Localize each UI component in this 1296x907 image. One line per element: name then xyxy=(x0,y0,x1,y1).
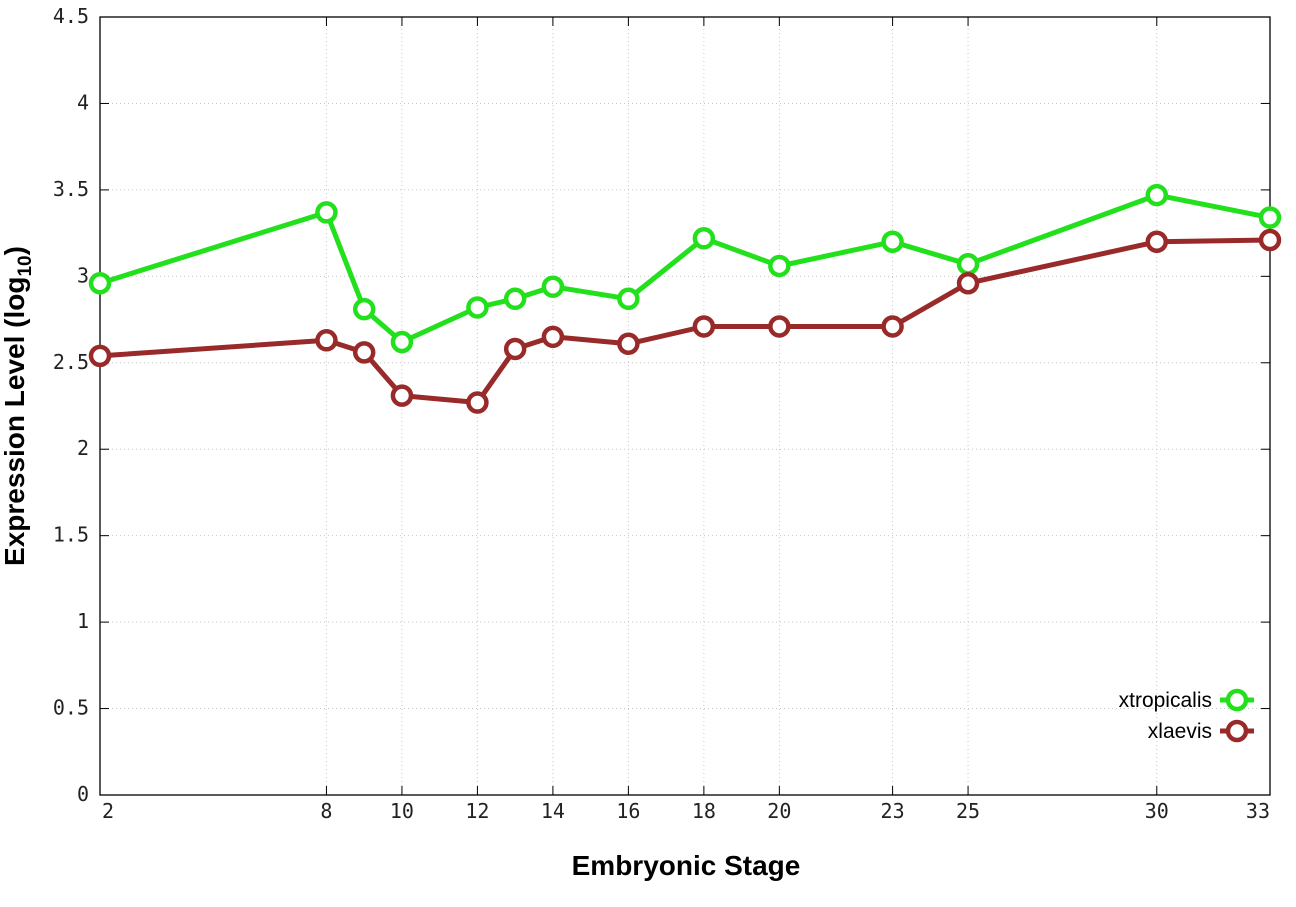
y-axis-title-subscript: 10 xyxy=(15,255,36,276)
data-point-xtropicalis xyxy=(466,296,489,319)
data-point-xtropicalis xyxy=(390,330,414,354)
data-point-xtropicalis xyxy=(956,252,980,276)
x-tick-label: 10 xyxy=(390,799,414,823)
x-tick-label: 33 xyxy=(1246,799,1270,823)
x-axis-title: Embryonic Stage xyxy=(572,850,801,881)
series-group xyxy=(88,183,1282,414)
x-tick-label: 2 xyxy=(102,799,114,823)
data-point-xtropicalis xyxy=(881,230,904,254)
data-point-xlaevis xyxy=(88,344,112,368)
y-tick-label: 4 xyxy=(77,90,89,114)
data-point-xlaevis xyxy=(352,341,376,364)
x-tick-label: 14 xyxy=(541,799,565,823)
data-point-xlaevis xyxy=(390,384,414,407)
y-tick-label: 3 xyxy=(77,263,89,287)
x-tick-label: 25 xyxy=(956,799,980,823)
data-point-xtropicalis xyxy=(352,297,376,321)
y-tick-label: 0 xyxy=(77,782,89,806)
x-tick-label: 20 xyxy=(767,799,791,823)
legend-label-xtropicalis: xtropicalis xyxy=(1119,689,1212,712)
plot-border xyxy=(99,16,1271,796)
x-tick-label: 30 xyxy=(1145,799,1169,823)
legend: xtropicalis xlaevis xyxy=(1119,688,1254,743)
y-tick-label: 0.5 xyxy=(53,696,89,720)
data-point-xlaevis xyxy=(692,315,716,338)
data-point-xtropicalis xyxy=(541,275,565,298)
data-point-xtropicalis xyxy=(88,271,112,295)
y-axis-title: Expression Level (log10) xyxy=(0,246,36,566)
y-axis-title-main: Expression Level (log xyxy=(0,277,30,566)
data-point-xtropicalis xyxy=(617,287,640,311)
data-point-xtropicalis xyxy=(1145,183,1169,207)
data-point-xtropicalis xyxy=(1258,206,1282,229)
data-point-xtropicalis xyxy=(503,287,527,311)
data-point-xlaevis xyxy=(1145,230,1169,254)
data-point-xlaevis xyxy=(956,271,980,295)
grid xyxy=(100,17,1270,795)
legend-marker-xlaevis xyxy=(1225,719,1249,743)
y-tick-label: 4.5 xyxy=(53,4,89,28)
data-point-xlaevis xyxy=(1258,228,1282,252)
tick-labels: 0 0.5 1 1.5 2 2.5 3 3.5 4 4.5 2 8 10 12 14 16 18 20 23 25 30… xyxy=(53,4,1270,823)
data-point-xlaevis xyxy=(881,315,904,338)
plot-frame xyxy=(99,16,1271,796)
x-tick-label: 8 xyxy=(320,799,332,823)
y-tick-label: 2 xyxy=(77,436,89,460)
y-tick-label: 1.5 xyxy=(53,523,89,547)
data-point-xlaevis xyxy=(541,325,565,349)
data-point-xlaevis xyxy=(768,315,791,338)
data-point-xlaevis xyxy=(617,332,640,356)
series-line-xtropicalis xyxy=(99,192,1271,345)
legend-marker-xtropicalis xyxy=(1225,688,1249,712)
y-tick-label: 3.5 xyxy=(53,177,89,201)
series-line-xlaevis xyxy=(99,237,1271,405)
data-point-xlaevis xyxy=(466,391,489,414)
data-point-xtropicalis xyxy=(692,227,716,250)
y-axis-title-close: ) xyxy=(0,246,30,255)
x-tick-label: 16 xyxy=(616,799,640,823)
data-point-xtropicalis xyxy=(315,201,338,224)
data-point-xlaevis xyxy=(315,329,338,352)
x-tick-label: 12 xyxy=(465,799,489,823)
y-tick-label: 1 xyxy=(77,609,89,633)
data-point-xlaevis xyxy=(503,337,527,361)
y-tick-label: 2.5 xyxy=(53,350,89,374)
x-tick-label: 23 xyxy=(881,799,905,823)
x-tick-label: 18 xyxy=(692,799,716,823)
data-point-xtropicalis xyxy=(768,254,791,278)
legend-label-xlaevis: xlaevis xyxy=(1148,720,1212,743)
